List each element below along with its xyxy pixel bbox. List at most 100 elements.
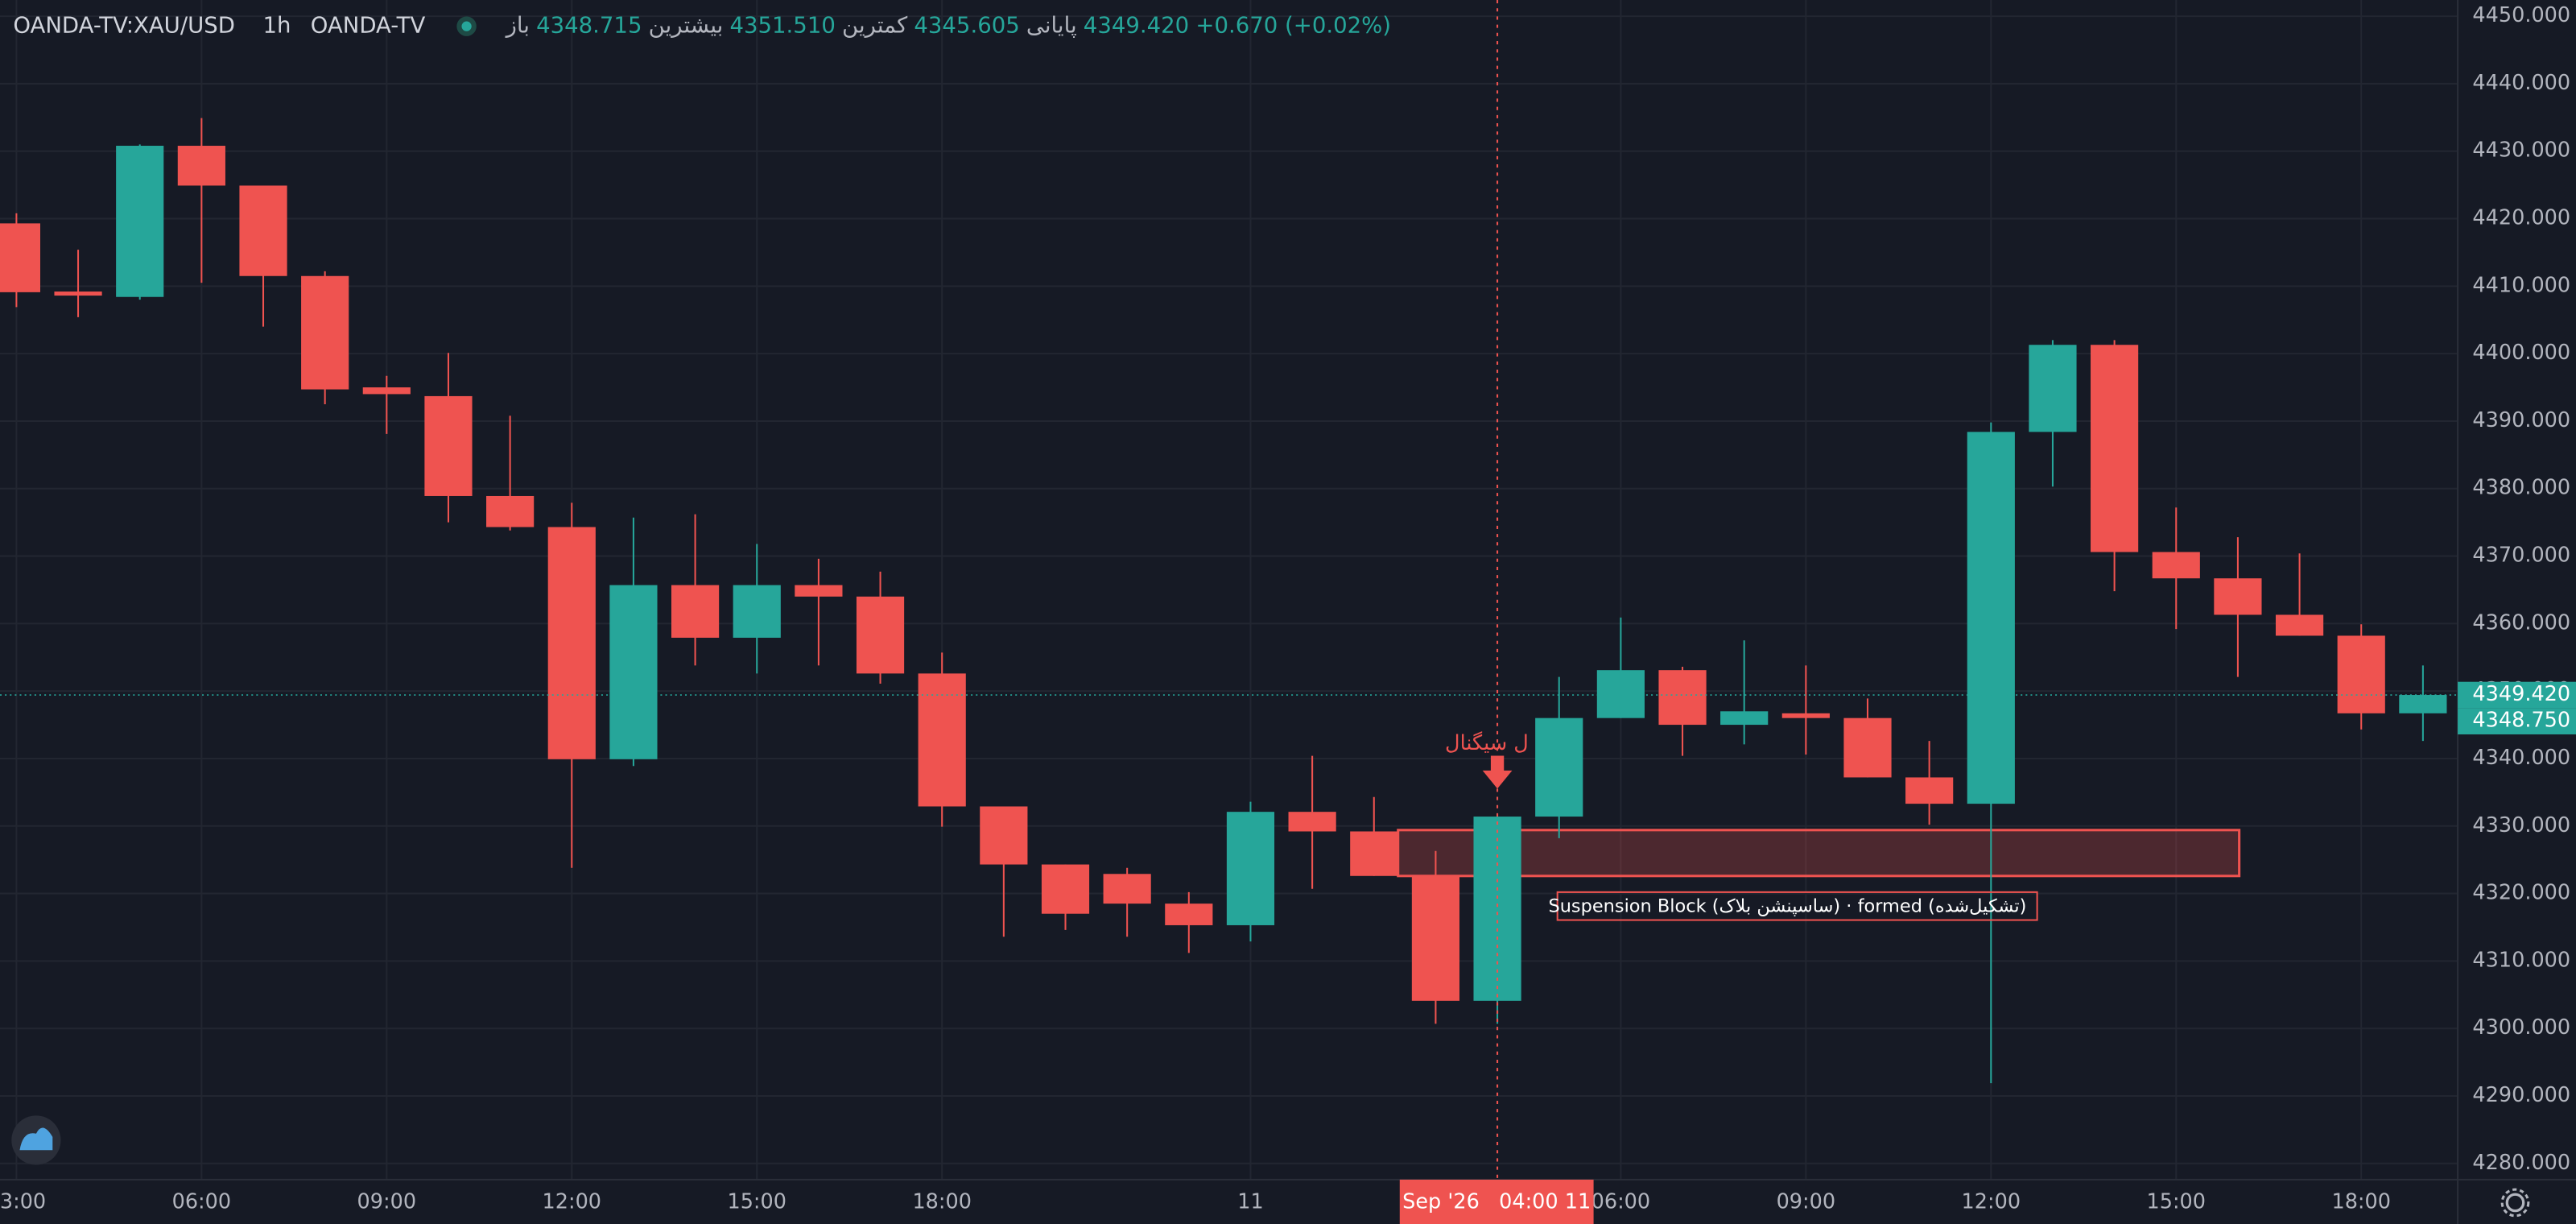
candle-body (1596, 670, 1645, 718)
ohlc-label: بیشترین (649, 13, 724, 39)
candle-body (856, 596, 905, 674)
candle-body (1843, 717, 1892, 778)
candle-body (1535, 717, 1583, 817)
candle-body (1411, 875, 1460, 1001)
settings-button[interactable] (2500, 1188, 2530, 1218)
logo-icon[interactable] (19, 1127, 53, 1151)
candle-body (2337, 635, 2385, 713)
candle-body (116, 146, 164, 297)
candle-body (54, 292, 102, 296)
symbol: OANDA-TV:XAU/USD (13, 13, 235, 39)
candle-body (2091, 345, 2139, 552)
y-tick-label: 4420.000 (2472, 206, 2570, 230)
header: OANDA-TV:XAU/USD 1h OANDA-TV باز 4348.715… (13, 13, 1391, 39)
status-dot (461, 21, 472, 31)
price-label: 4349.420 (2472, 682, 2570, 706)
y-tick-label: 4370.000 (2472, 544, 2570, 568)
logo[interactable] (11, 1115, 61, 1165)
candle-body (1226, 812, 1275, 925)
candle-body (2029, 345, 2077, 432)
candle-body (547, 527, 596, 759)
candle-body (1905, 777, 1954, 804)
y-tick-label: 4440.000 (2472, 71, 2570, 95)
x-tick-label: 15:00 (727, 1189, 786, 1214)
y-tick-label: 4320.000 (2472, 881, 2570, 905)
x-tick-label: 12:00 (1962, 1189, 2021, 1214)
y-tick-label: 4310.000 (2472, 948, 2570, 972)
candle-body (733, 585, 781, 638)
ohlc-value: 4351.510 (729, 13, 835, 39)
candle-body (2275, 614, 2324, 636)
candle-body (2152, 552, 2200, 579)
candle-body (2399, 695, 2447, 713)
y-tick-label: 4340.000 (2472, 746, 2570, 770)
interval: 1h (263, 13, 291, 39)
candle-body (486, 495, 535, 527)
x-tick-label: 18:00 (2331, 1189, 2391, 1214)
ohlc-change: +0.670 (+0.02%) (1195, 13, 1391, 39)
candle-body (1350, 831, 1398, 876)
ohlc-label: باز (505, 13, 530, 39)
y-tick-label: 4450.000 (2472, 3, 2570, 27)
candle-body (1041, 864, 1090, 914)
zone (1397, 829, 2241, 878)
x-tick-label: 11 (1237, 1189, 1263, 1214)
candle-body (795, 585, 843, 597)
y-tick-label: 4390.000 (2472, 408, 2570, 432)
ohlc: باز 4348.715 بیشترین 4351.510 کمترین 4345.605… (505, 13, 1391, 39)
candle-body (177, 146, 225, 186)
x-tick-label: 09:00 (1777, 1189, 1836, 1214)
ohlc-label: کمترین (842, 13, 908, 39)
candle-body (239, 185, 287, 276)
ohlc-value: 4348.715 (536, 13, 642, 39)
candle-body (424, 395, 473, 496)
price-label-bg (2458, 708, 2576, 734)
x-tick-label: 09:00 (357, 1189, 417, 1214)
candle-body (1967, 432, 2015, 804)
y-tick-label: 4330.000 (2472, 813, 2570, 837)
x-tick-label: 06:00 (172, 1189, 232, 1214)
source: OANDA-TV (311, 13, 426, 39)
ohlc-value: 4349.420 (1084, 13, 1189, 39)
signal-arrow (1482, 755, 1513, 789)
zone-label-box (1556, 891, 2038, 921)
y-tick-label: 4410.000 (2472, 273, 2570, 297)
signal-label: ل سیگنال (1445, 731, 1529, 755)
gear-icon[interactable] (2500, 1188, 2530, 1218)
y-tick-label: 4290.000 (2472, 1083, 2570, 1107)
y-tick-label: 4360.000 (2472, 610, 2570, 635)
x-tick-label: 12:00 (543, 1189, 602, 1214)
crosshair-label-bg (1399, 1179, 1594, 1224)
candle-body (1288, 812, 1336, 832)
candle-body (671, 585, 720, 638)
candle-body (1720, 711, 1769, 726)
x-tick-label: 18:00 (912, 1189, 972, 1214)
candle-body (609, 585, 658, 759)
price-label-bg (2458, 681, 2576, 709)
candle-body (1658, 670, 1707, 726)
candle-body (918, 673, 966, 807)
candle-body (0, 223, 40, 292)
plot (0, 118, 2447, 1084)
candle-body (1103, 874, 1151, 904)
x-tick-label: 15:00 (2147, 1189, 2207, 1214)
ohlc-label: پایانی (1026, 13, 1077, 39)
y-tick-label: 4400.000 (2472, 341, 2570, 365)
candle-body (2214, 578, 2262, 615)
zone-label: Suspension Block (ساسپنشن بلاک) · formed… (1548, 896, 2026, 917)
crosshair-label: Sep '26 04:00 11 (1402, 1189, 1591, 1214)
candle-body (301, 275, 349, 390)
candle-body (1781, 713, 1830, 718)
y-tick-label: 4300.000 (2472, 1015, 2570, 1040)
candle-body (362, 387, 411, 395)
gear-icon[interactable] (2505, 1193, 2525, 1213)
x-tick-label: 06:00 (1591, 1189, 1651, 1214)
candle-body (1165, 904, 1213, 925)
x-tick-label: 03:00 (0, 1189, 46, 1214)
price-label: 4348.750 (2472, 709, 2570, 733)
candle-body (1473, 817, 1521, 1001)
